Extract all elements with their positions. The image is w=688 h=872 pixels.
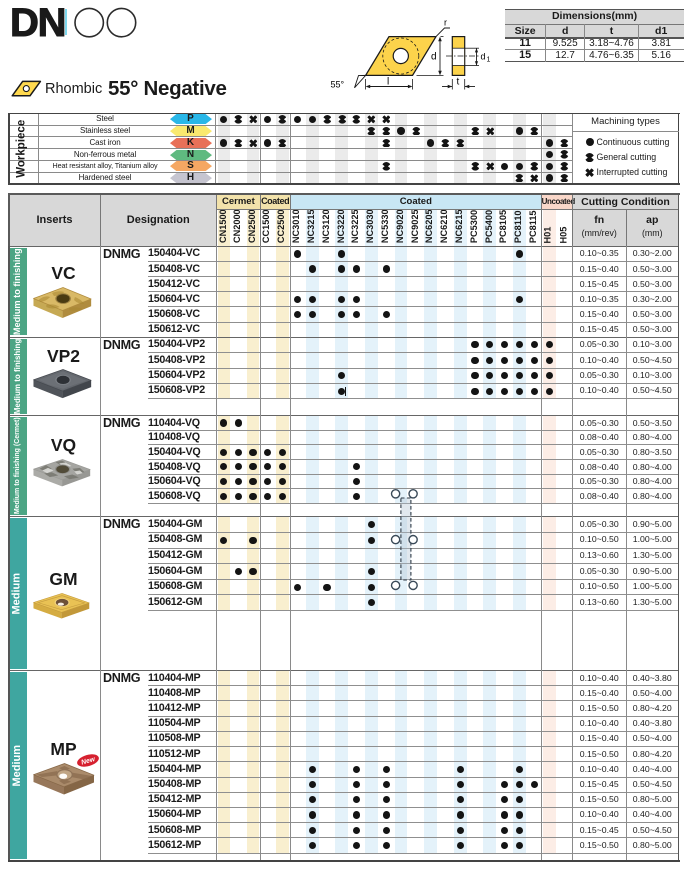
svg-text:55°: 55°	[331, 80, 345, 90]
svg-text:d: d	[431, 52, 437, 63]
svg-text:r: r	[444, 18, 447, 28]
svg-text:d: d	[481, 52, 486, 62]
svg-text:New: New	[81, 756, 97, 767]
svg-text:t: t	[457, 77, 460, 88]
svg-text:l: l	[387, 77, 389, 88]
svg-text:1: 1	[487, 57, 491, 64]
